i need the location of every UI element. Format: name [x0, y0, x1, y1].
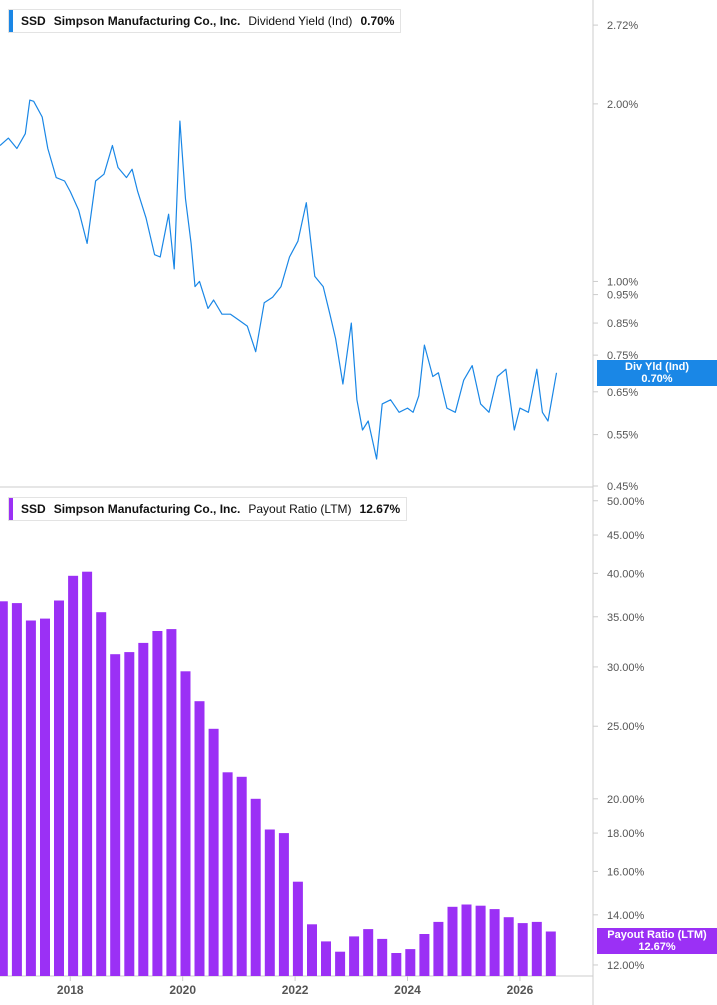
- y-tick-label: 45.00%: [607, 530, 645, 542]
- payout-ratio-bar: [489, 909, 500, 976]
- payout-ratio-bar: [363, 929, 374, 976]
- legend-metric: Payout Ratio (LTM): [248, 502, 352, 516]
- payout-ratio-bar: [96, 612, 107, 976]
- y-tick-label: 0.75%: [607, 350, 638, 362]
- payout-ratio-bar: [222, 772, 233, 976]
- y-tick-label: 0.55%: [607, 430, 638, 442]
- payout-ratio-bar: [307, 924, 317, 976]
- y-tick-label: 40.00%: [607, 568, 645, 580]
- x-tick-label: 2022: [282, 983, 309, 997]
- payout-ratio-bar: [531, 921, 542, 976]
- y-tick-label: 50.00%: [607, 496, 645, 508]
- tag-value: 12.67%: [638, 941, 676, 953]
- payout-ratio-bar: [349, 936, 360, 976]
- payout-ratio-bar: [124, 652, 135, 976]
- payout-ratio-bar: [54, 600, 64, 976]
- payout-ratio-bar: [377, 938, 388, 976]
- legend-ticker: SSD: [21, 502, 46, 516]
- legend-metric: Dividend Yield (Ind): [248, 14, 353, 28]
- tag-value: 0.70%: [641, 373, 673, 385]
- payout-ratio-bar: [503, 917, 514, 976]
- payout-ratio-bar: [11, 603, 22, 976]
- yield-value-tag: Div Yld (Ind) 0.70%: [597, 360, 717, 386]
- payout-ratio-bar: [391, 953, 402, 976]
- payout-ratio-bar: [517, 923, 528, 976]
- payout-ratio-bar: [545, 931, 556, 976]
- x-tick-label: 2026: [507, 983, 534, 997]
- x-tick-label: 2018: [57, 983, 84, 997]
- payout-ratio-bar: [208, 728, 219, 976]
- y-tick-label: 25.00%: [607, 721, 645, 733]
- y-tick-label: 18.00%: [607, 828, 645, 840]
- y-tick-label: 14.00%: [607, 910, 645, 922]
- top-legend: SSD Simpson Manufacturing Co., Inc. Divi…: [8, 9, 402, 33]
- payout-ratio-bar: [461, 904, 472, 976]
- y-tick-label: 1.00%: [607, 276, 638, 288]
- payout-ratio-bar: [405, 949, 416, 976]
- payout-ratio-bar: [278, 833, 289, 976]
- y-tick-label: 20.00%: [607, 794, 645, 806]
- y-tick-label: 0.95%: [607, 290, 638, 302]
- y-tick-label: 0.85%: [607, 318, 638, 330]
- payout-ratio-bar: [40, 618, 50, 976]
- payout-ratio-bar: [166, 629, 177, 976]
- payout-ratio-bar: [236, 776, 247, 976]
- legend-company: Simpson Manufacturing Co., Inc.: [53, 502, 241, 516]
- payout-ratio-bar: [152, 631, 163, 976]
- payout-ratio-bar: [25, 620, 36, 976]
- y-tick-label: 12.00%: [607, 960, 645, 972]
- bottom-legend: SSD Simpson Manufacturing Co., Inc. Payo…: [8, 497, 408, 521]
- payout-ratio-bar: [138, 642, 149, 976]
- payout-ratio-bar: [194, 701, 205, 976]
- legend-value: 12.67%: [359, 502, 401, 516]
- payout-ratio-bar: [321, 941, 331, 976]
- dividend-yield-line: [0, 99, 558, 460]
- payout-value-tag: Payout Ratio (LTM) 12.67%: [597, 928, 717, 954]
- y-tick-label: 0.45%: [607, 481, 638, 493]
- payout-ratio-bar: [419, 934, 430, 976]
- payout-ratio-bar: [110, 654, 121, 976]
- x-tick-label: 2024: [394, 983, 421, 997]
- payout-ratio-bar: [292, 881, 303, 976]
- payout-ratio-bar: [335, 951, 346, 976]
- payout-ratio-bar: [180, 671, 191, 976]
- y-tick-label: 2.72%: [607, 20, 638, 32]
- legend-value: 0.70%: [360, 14, 395, 28]
- y-tick-label: 30.00%: [607, 662, 645, 674]
- tag-label: Payout Ratio (LTM): [607, 929, 707, 941]
- x-tick-label: 2020: [169, 983, 196, 997]
- y-tick-label: 2.00%: [607, 99, 638, 111]
- legend-company: Simpson Manufacturing Co., Inc.: [53, 14, 241, 28]
- payout-ratio-bar: [264, 829, 275, 976]
- payout-ratio-bar: [250, 798, 261, 976]
- payout-ratio-bar: [433, 921, 444, 976]
- payout-ratio-bar: [0, 601, 8, 976]
- payout-ratio-bar: [68, 575, 79, 976]
- legend-ticker: SSD: [21, 14, 46, 28]
- tag-label: Div Yld (Ind): [625, 361, 689, 373]
- payout-ratio-bar: [82, 571, 93, 976]
- y-tick-label: 0.65%: [607, 387, 638, 399]
- payout-ratio-bar: [475, 905, 486, 976]
- payout-ratio-bar: [447, 906, 458, 976]
- series-color-swatch: [9, 498, 13, 520]
- y-tick-label: 16.00%: [607, 866, 645, 878]
- series-color-swatch: [9, 10, 13, 32]
- y-tick-label: 35.00%: [607, 612, 645, 624]
